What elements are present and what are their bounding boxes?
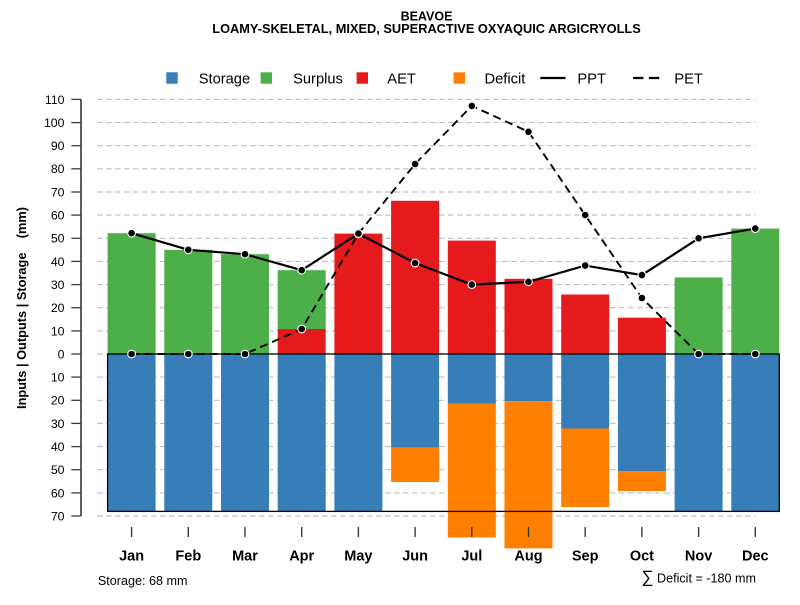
- svg-text:Jun: Jun: [402, 549, 428, 565]
- svg-text:May: May: [344, 549, 372, 565]
- svg-text:Storage: 68 mm: Storage: 68 mm: [98, 574, 188, 588]
- svg-text:Apr: Apr: [289, 549, 314, 565]
- svg-text:LOAMY-SKELETAL, MIXED, SUPERAC: LOAMY-SKELETAL, MIXED, SUPERACTIVE OXYAQ…: [212, 21, 641, 36]
- svg-text:50: 50: [51, 232, 65, 246]
- svg-text:60: 60: [51, 486, 65, 500]
- svg-text:∑ Deficit = -180 mm: ∑ Deficit = -180 mm: [641, 568, 756, 587]
- svg-text:Surplus: Surplus: [293, 71, 343, 87]
- svg-text:70: 70: [51, 509, 65, 523]
- svg-text:90: 90: [51, 139, 65, 153]
- svg-text:70: 70: [51, 185, 65, 199]
- svg-text:Nov: Nov: [685, 549, 712, 565]
- svg-text:Deficit: Deficit: [485, 71, 526, 87]
- svg-text:Sep: Sep: [572, 549, 599, 565]
- svg-text:10: 10: [51, 371, 65, 385]
- svg-text:60: 60: [51, 209, 65, 223]
- svg-text:Dec: Dec: [742, 549, 769, 565]
- svg-text:50: 50: [51, 463, 65, 477]
- svg-text:Mar: Mar: [232, 549, 258, 565]
- svg-text:30: 30: [51, 417, 65, 431]
- svg-text:PET: PET: [674, 71, 703, 87]
- svg-text:0: 0: [58, 347, 65, 361]
- svg-text:20: 20: [51, 394, 65, 408]
- svg-text:40: 40: [51, 255, 65, 269]
- svg-text:Storage: Storage: [199, 71, 250, 87]
- svg-text:20: 20: [51, 301, 65, 315]
- svg-text:30: 30: [51, 278, 65, 292]
- svg-text:Inputs | Outputs | Storage: Inputs | Outputs | Storage (mm): [14, 207, 29, 409]
- svg-text:BEAVOE: BEAVOE: [401, 10, 453, 24]
- svg-text:80: 80: [51, 162, 65, 176]
- svg-text:Jul: Jul: [461, 549, 482, 565]
- svg-text:40: 40: [51, 440, 65, 454]
- svg-text:Oct: Oct: [630, 549, 654, 565]
- svg-text:Jan: Jan: [119, 549, 144, 565]
- svg-text:PPT: PPT: [577, 71, 606, 87]
- svg-text:AET: AET: [387, 71, 416, 87]
- svg-text:Aug: Aug: [514, 549, 542, 565]
- svg-text:110: 110: [45, 93, 65, 107]
- svg-text:100: 100: [44, 116, 65, 130]
- svg-text:Feb: Feb: [175, 549, 201, 565]
- svg-text:10: 10: [51, 324, 65, 338]
